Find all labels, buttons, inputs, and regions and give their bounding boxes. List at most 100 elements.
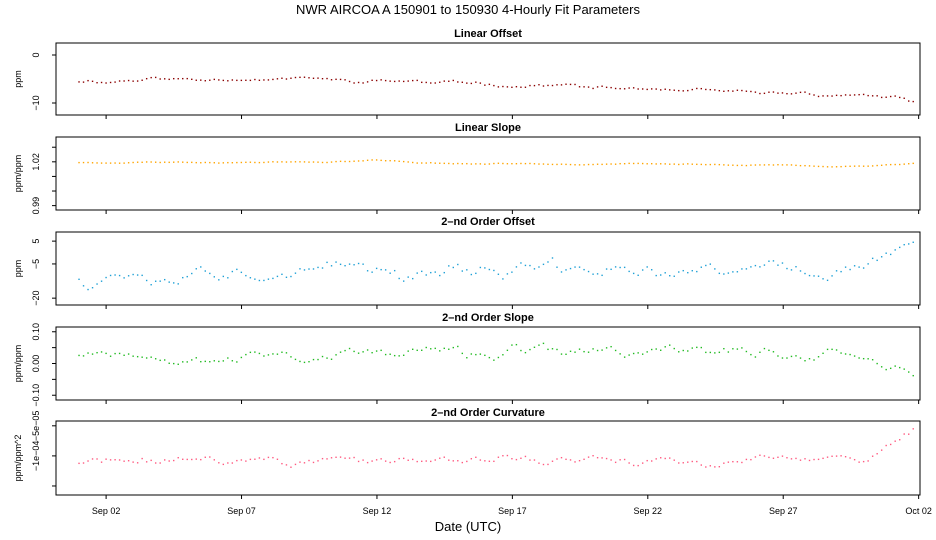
data-point xyxy=(515,162,518,165)
data-point xyxy=(240,356,243,359)
data-point xyxy=(605,457,608,460)
data-point xyxy=(402,80,405,83)
data-point xyxy=(899,96,901,99)
data-point xyxy=(204,360,206,363)
data-point xyxy=(772,351,775,353)
data-point xyxy=(745,268,748,270)
data-point xyxy=(236,268,238,271)
data-point xyxy=(520,262,522,264)
data-point xyxy=(488,83,491,86)
data-point xyxy=(889,163,892,166)
data-point xyxy=(335,78,337,81)
data-point xyxy=(195,357,197,359)
data-point xyxy=(416,349,418,352)
data-point xyxy=(466,269,468,271)
data-point xyxy=(718,89,721,92)
data-point xyxy=(434,82,436,84)
data-point xyxy=(321,77,324,80)
data-point xyxy=(366,81,369,83)
data-point xyxy=(669,163,671,165)
data-point xyxy=(632,272,635,275)
data-point xyxy=(529,348,531,351)
data-point xyxy=(326,458,328,460)
data-point xyxy=(299,268,301,270)
data-point xyxy=(619,266,621,269)
data-point xyxy=(371,159,373,161)
data-point xyxy=(502,455,504,457)
data-point xyxy=(371,79,373,82)
data-point xyxy=(177,456,179,459)
data-point xyxy=(204,80,206,82)
data-point xyxy=(154,76,157,79)
data-point xyxy=(786,457,788,459)
data-point xyxy=(312,461,315,464)
data-point xyxy=(912,428,914,430)
data-point xyxy=(871,455,874,457)
data-point xyxy=(705,88,707,91)
data-point xyxy=(362,351,364,353)
data-point xyxy=(637,162,639,165)
data-point xyxy=(497,86,500,88)
data-point xyxy=(623,162,626,165)
data-point xyxy=(470,458,473,460)
data-point xyxy=(136,274,139,276)
data-point xyxy=(200,266,202,268)
data-point xyxy=(348,160,351,163)
data-point xyxy=(691,270,693,272)
data-point xyxy=(123,354,125,356)
data-point xyxy=(434,162,436,164)
data-point xyxy=(443,80,445,82)
data-point xyxy=(835,94,838,97)
data-point xyxy=(696,346,698,349)
data-point xyxy=(488,163,491,165)
data-point xyxy=(781,164,784,166)
data-point xyxy=(632,162,635,165)
data-point xyxy=(145,461,148,463)
data-point xyxy=(862,460,865,463)
data-point xyxy=(826,166,829,168)
data-point xyxy=(168,281,170,283)
data-point xyxy=(421,162,423,164)
data-point xyxy=(231,270,234,273)
data-point xyxy=(714,163,716,166)
data-point xyxy=(154,280,157,282)
data-point xyxy=(592,455,594,457)
data-point xyxy=(357,460,360,463)
data-point xyxy=(430,348,432,350)
data-point xyxy=(159,280,161,282)
data-point xyxy=(186,458,188,461)
data-point xyxy=(222,275,225,278)
data-point xyxy=(885,252,887,254)
data-point xyxy=(790,164,793,166)
data-point xyxy=(520,349,522,352)
data-point xyxy=(524,86,527,88)
data-point xyxy=(912,100,914,103)
data-point xyxy=(366,270,369,272)
data-point xyxy=(118,162,121,164)
data-point xyxy=(660,163,662,165)
y-tick-label: −20 xyxy=(31,291,41,306)
data-point xyxy=(502,354,504,356)
data-point xyxy=(371,271,373,273)
data-point xyxy=(822,352,824,355)
data-point xyxy=(623,88,626,90)
data-point xyxy=(578,266,581,268)
data-point xyxy=(646,163,648,165)
panel-title: 2–nd Order Offset xyxy=(441,216,535,228)
data-point xyxy=(781,262,784,264)
data-point xyxy=(258,457,261,459)
data-point xyxy=(285,276,288,279)
data-point xyxy=(538,163,540,165)
data-point xyxy=(470,353,473,355)
data-point xyxy=(402,280,405,282)
x-tick-label: Sep 27 xyxy=(769,506,798,516)
y-tick-label: 0.99 xyxy=(31,197,41,215)
data-point xyxy=(82,161,85,164)
data-point xyxy=(826,279,829,282)
data-point xyxy=(858,93,860,96)
data-point xyxy=(682,163,684,165)
data-point xyxy=(439,457,441,459)
data-point xyxy=(700,87,702,90)
data-point xyxy=(105,458,107,460)
data-point xyxy=(745,458,748,461)
